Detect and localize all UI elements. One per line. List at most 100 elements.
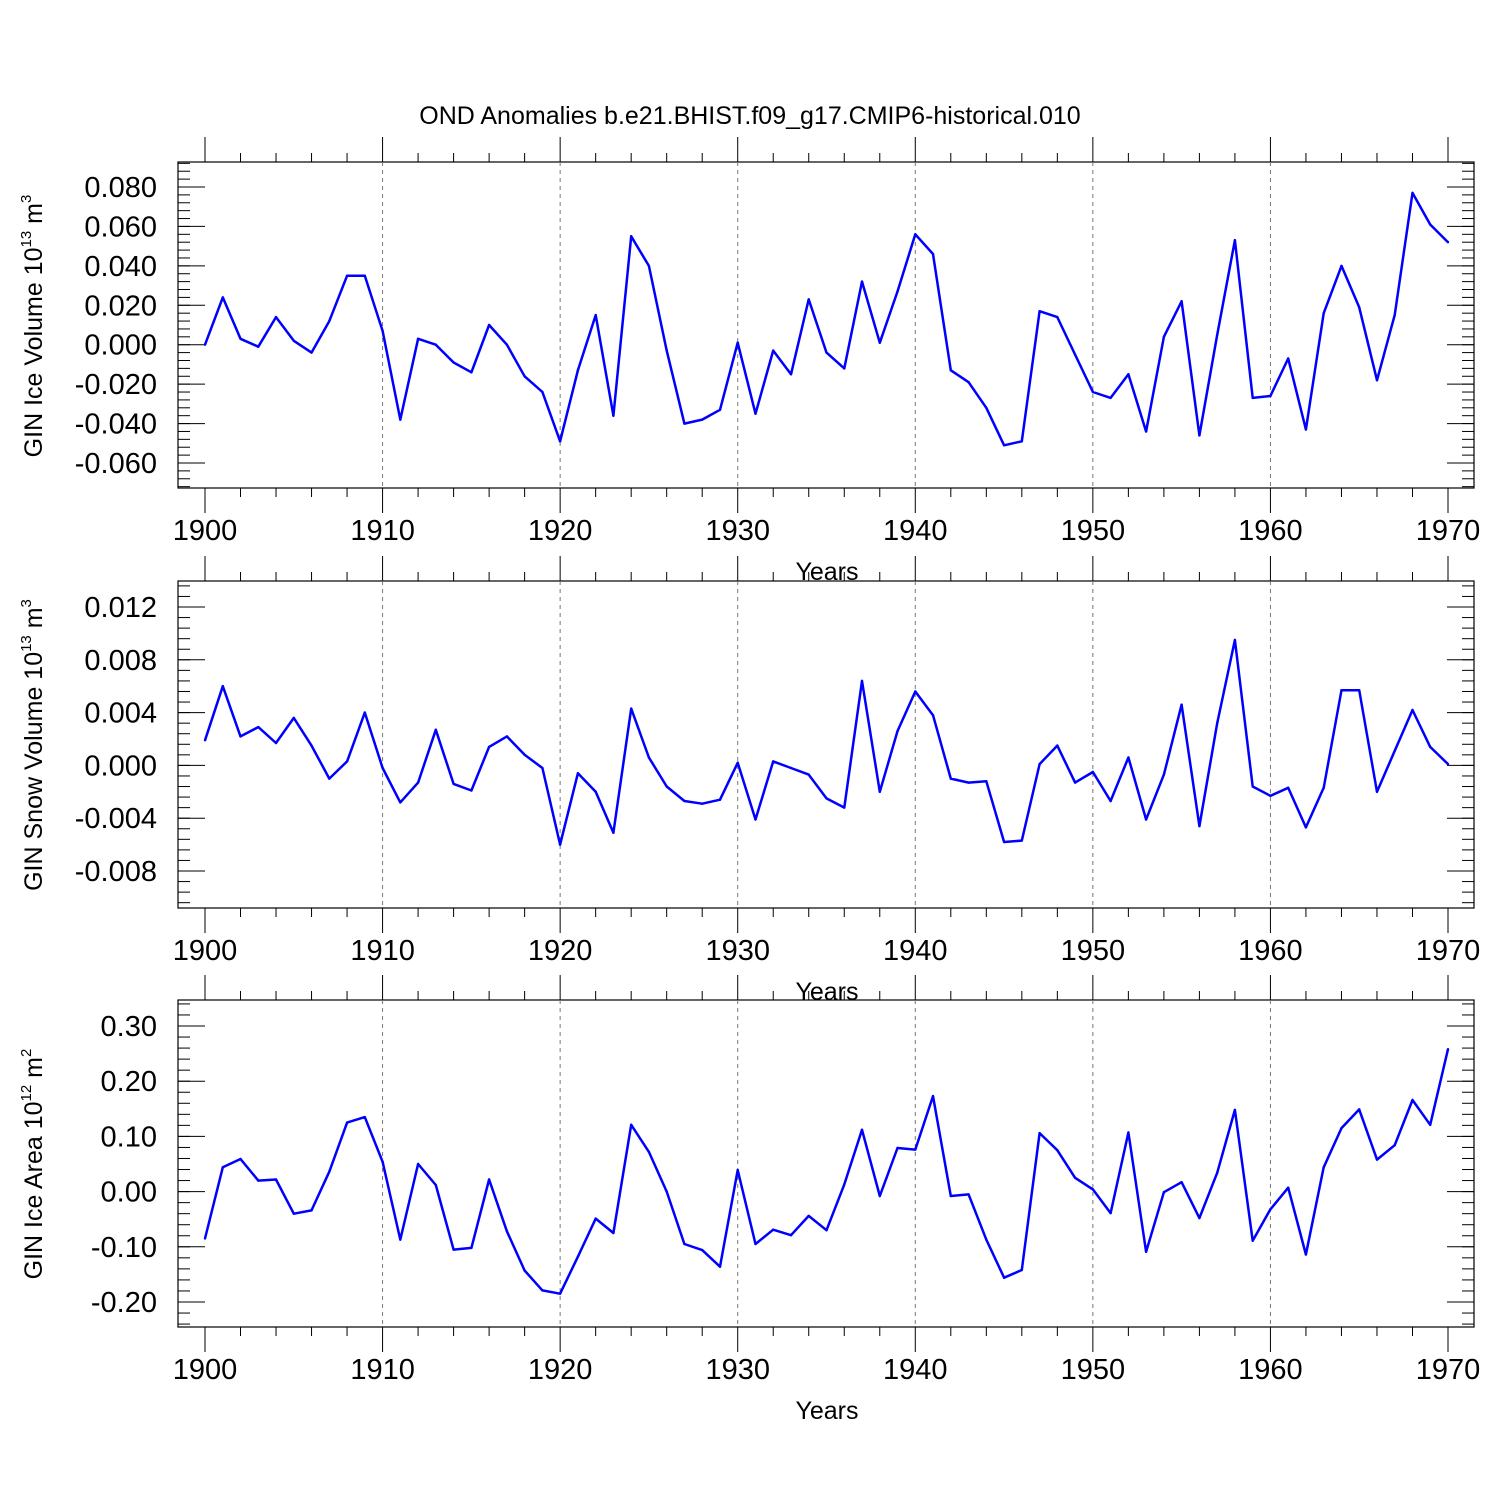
data-point [1073,353,1077,356]
data-point [665,785,668,788]
data-point [612,831,615,834]
y-tick-label: 0.004 [84,698,157,730]
data-point [594,1217,597,1220]
x-tick-label: 1920 [528,1354,593,1386]
data-point [1411,708,1414,712]
y-tick-label: 0.012 [84,592,157,624]
y-tick-label: 0.10 [101,1121,157,1153]
data-point [1180,300,1183,303]
data-point [878,1194,881,1198]
data-point [967,781,970,784]
y-axis-title-exponent: 12 [18,1085,35,1102]
data-point [416,1162,420,1166]
x-tick-label: 1940 [883,935,948,967]
data-point [523,375,526,378]
data-point [257,1179,260,1182]
data-point [1073,1176,1077,1180]
data-point [1429,745,1432,749]
data-point [860,280,864,283]
data-point [789,373,793,376]
data-point [576,1255,580,1258]
data-point [1109,396,1112,400]
data-point [1269,394,1272,398]
y-tick-label: -0.004 [75,803,157,835]
data-point [949,777,952,780]
data-point [558,843,562,846]
y-tick-label: 0.080 [84,172,157,204]
data-point [1038,762,1041,766]
data-point [985,780,988,783]
data-point [931,1094,935,1098]
data-point [754,818,757,821]
data-point [541,766,544,770]
y-axis-title-unit: m [20,203,48,231]
data-point [452,1248,455,1251]
series-line [203,191,1449,447]
data-point [1073,781,1077,784]
data-point [949,1194,952,1198]
data-point [1216,1171,1219,1175]
data-point [1287,357,1290,360]
data-point [345,274,349,277]
data-point [1109,799,1112,803]
series-line [203,638,1449,846]
data-point [1304,826,1308,829]
y-axis-title-main: GIN Ice Area 10 [20,1101,48,1279]
y-axis-title-unit-exponent: 3 [18,195,35,203]
data-point [328,319,331,323]
y-tick-label: 0.040 [84,251,157,283]
data-point [1162,773,1166,776]
x-axis-title: Years [795,978,858,1006]
x-tick-label: 1930 [705,1354,770,1386]
data-point [381,766,384,770]
x-tick-label: 1910 [350,515,415,547]
x-axis-title: Years [795,558,858,586]
data-point [416,337,420,340]
y-axis-title: GIN Ice Area 1012 m2 [18,1049,48,1280]
data-point [718,1265,722,1268]
data-point [292,339,295,342]
data-point [310,744,313,747]
data-point [541,1289,544,1292]
data-point [292,716,295,720]
data-point [1233,638,1237,642]
y-tick-label: 0.000 [84,330,157,362]
x-tick-label: 1930 [705,935,770,967]
data-point [825,797,828,800]
data-point [701,1248,704,1252]
data-point [1162,1191,1166,1194]
x-tick-label: 1950 [1061,935,1126,967]
data-point [931,252,935,256]
data-point [754,1242,757,1246]
data-point [647,1150,651,1154]
data-point [1393,1144,1396,1147]
data-point [1198,824,1201,828]
data-point [363,274,366,277]
x-tick-label: 1920 [528,515,593,547]
data-point [452,782,455,786]
data-point [612,1231,615,1235]
data-point [985,406,988,409]
data-point [1144,1250,1148,1254]
data-point [1340,264,1343,268]
data-point [1002,1276,1006,1279]
y-axis-title: GIN Ice Volume 1013 m3 [18,195,48,458]
data-point [807,298,810,301]
y-tick-label: -0.10 [91,1232,157,1264]
data-point [274,1178,278,1181]
data-point [399,801,402,804]
data-point [878,341,881,344]
data-point [363,711,366,714]
y-axis-title-unit-exponent: 2 [18,1049,35,1057]
data-point [1446,762,1450,766]
data-point [576,772,580,775]
x-tick-label: 1960 [1238,935,1303,967]
data-point [487,745,491,749]
data-point [345,760,349,763]
data-point [1127,373,1130,376]
data-point [1038,310,1041,313]
data-point [1287,786,1290,789]
data-point [1304,428,1308,431]
data-point [381,1160,384,1164]
data-point [1269,1208,1272,1211]
